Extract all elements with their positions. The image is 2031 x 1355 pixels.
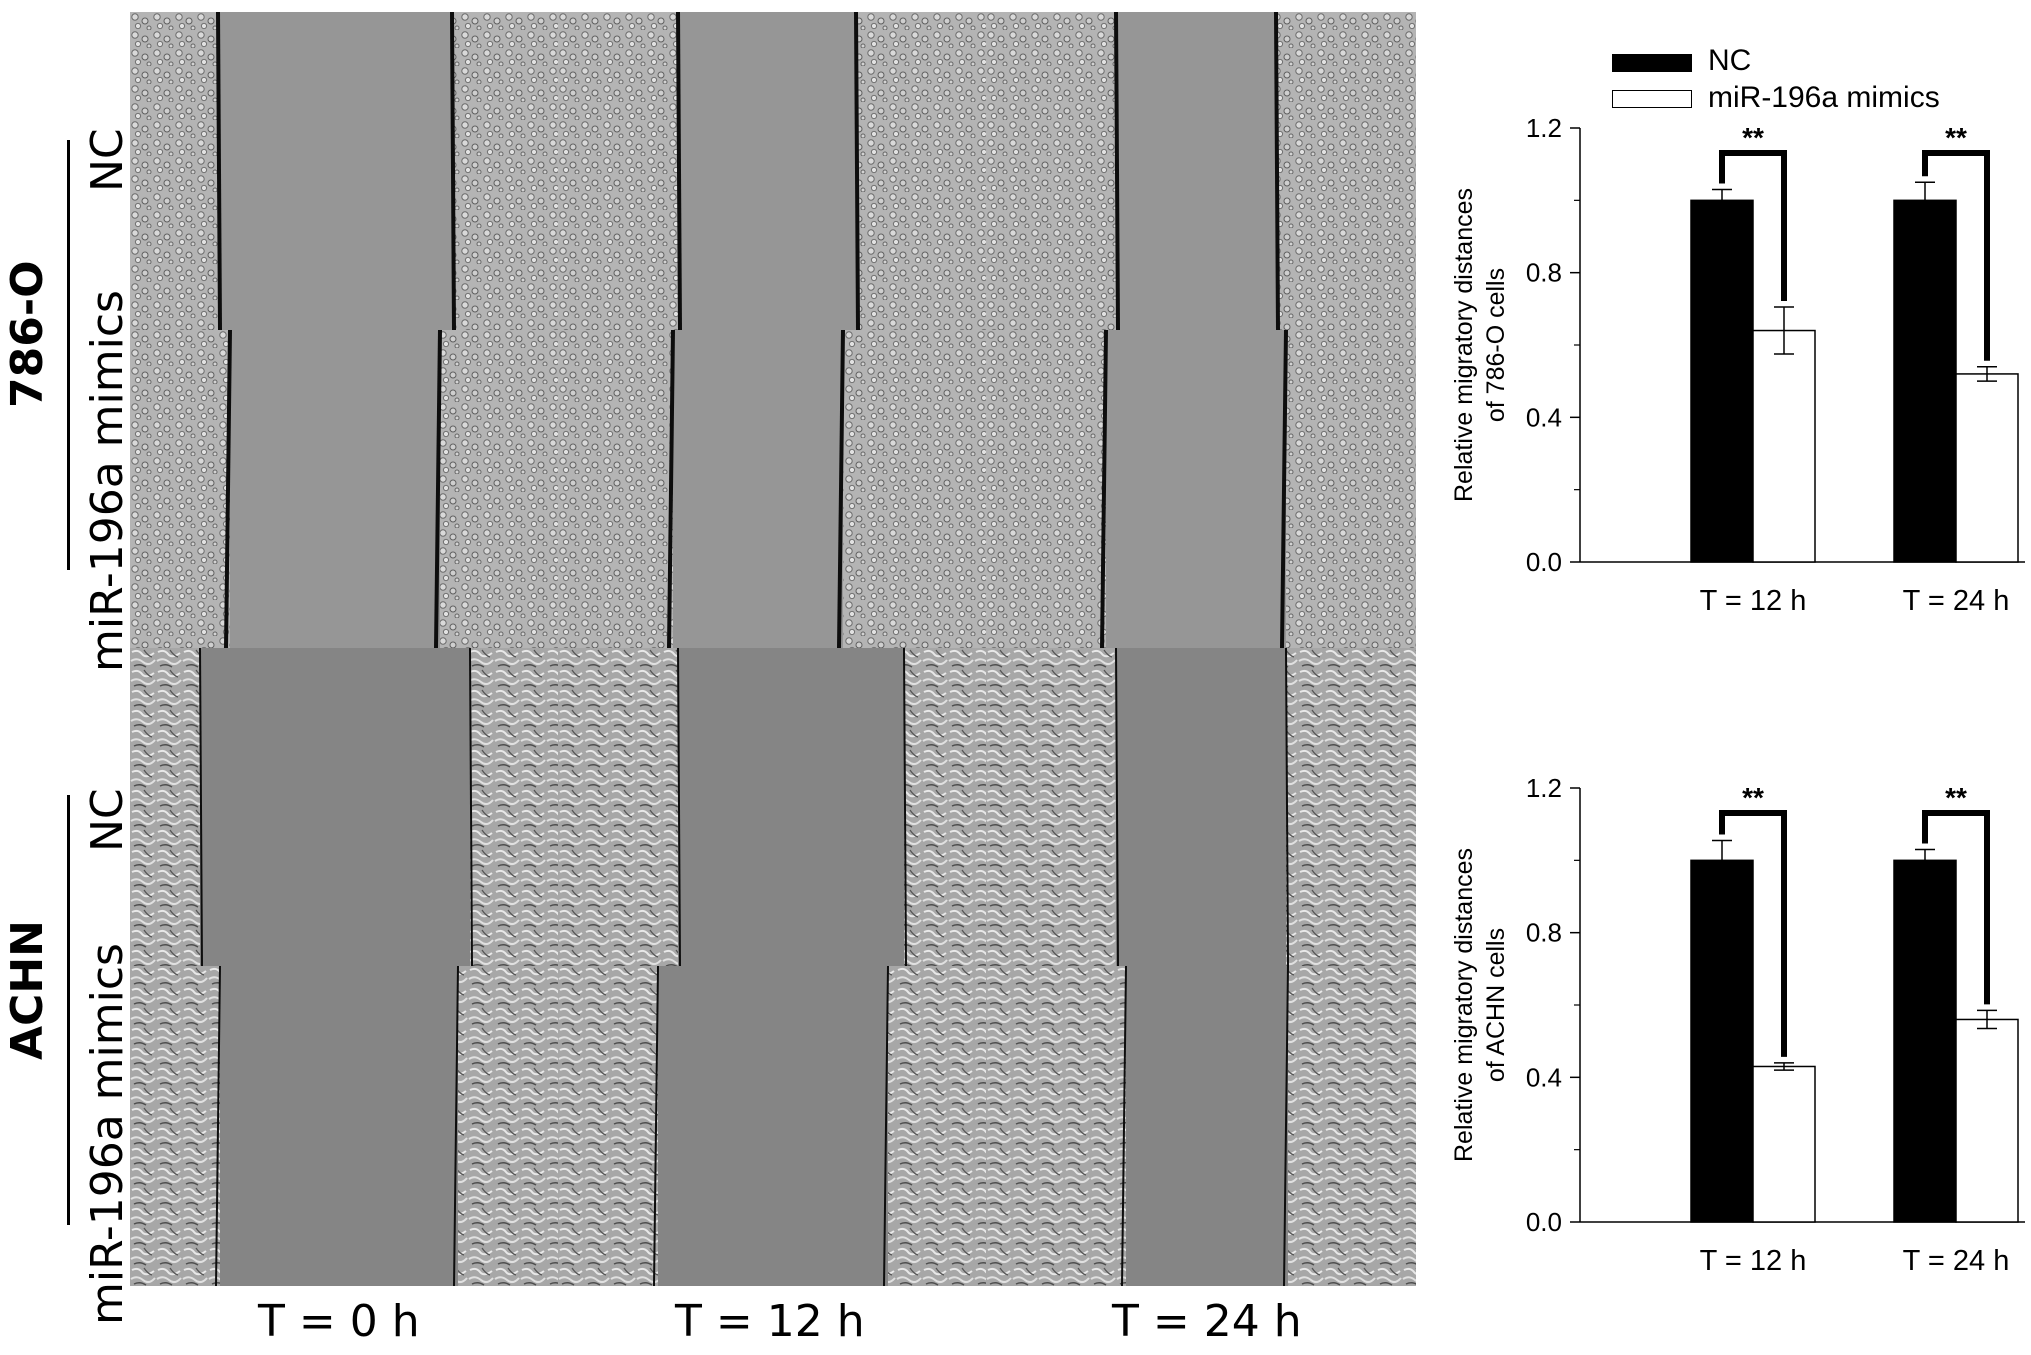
y-tick-label: 0.0 [1526,1207,1562,1237]
legend-label-mimics: miR-196a mimics [1708,81,1940,114]
micrograph-tile [130,12,558,330]
y-axis-label: of ACHN cells [1482,928,1510,1082]
legend: NC miR-196a mimics [1612,44,2031,124]
cell-line-label-786o: 786-O [2,260,53,408]
micrograph-grid [130,12,1416,1286]
legend-label-nc: NC [1708,44,1752,77]
bar [1752,329,1816,563]
x-tick-label: T = 12 h [1700,585,1807,617]
time-label-0h: T = 0 h [258,1296,420,1347]
y-tick-label: 0.4 [1526,402,1562,432]
row-label-divider-achn [67,795,70,1225]
y-tick-label: 0.0 [1526,547,1562,577]
y-tick-label: 1.2 [1526,773,1562,803]
bar [1893,199,1957,563]
y-axis-label: of 786-O cells [1482,268,1510,422]
bar-chart-786o: 0.0 0.4 0.8 1.2 Relative migratory distances… [1450,113,2025,617]
bar [1955,1018,2019,1223]
bar [1752,1065,1816,1223]
micrograph-tile [130,648,558,966]
y-tick-label: 1.2 [1526,113,1562,143]
y-tick-label: 0.8 [1526,918,1562,948]
x-tick-label: T = 24 h [1903,1245,2010,1277]
y-axis-label: Relative migratory distances [1450,848,1478,1162]
bar-chart-achn: 0.0 0.4 0.8 1.2 Relative migratory distances… [1450,773,2025,1277]
micrograph-tile [986,330,1416,648]
significance-bracket [1719,150,1787,302]
micrograph-tile [986,966,1416,1286]
significance-label: ** [1945,782,1967,813]
bar [1690,199,1754,563]
cell-line-label-achn: ACHN [2,920,53,1060]
legend-swatch-nc [1612,54,1692,72]
row-label-achn-mimics: miR-196a mimics [82,943,133,1325]
bar [1690,859,1754,1223]
time-label-12h: T = 12 h [675,1296,865,1347]
row-label-achn-nc: NC [82,788,133,852]
y-axis-label: Relative migratory distances [1450,188,1478,502]
significance-label: ** [1742,782,1764,813]
row-label-786o-mimics: miR-196a mimics [82,290,133,672]
significance-bracket [1719,810,1787,1057]
significance-bracket [1922,150,1990,361]
y-tick-label: 0.8 [1526,258,1562,288]
time-label-24h: T = 24 h [1112,1296,1302,1347]
significance-bracket [1922,810,1990,1005]
x-tick-label: T = 12 h [1700,1245,1807,1277]
bar [1955,373,2019,563]
legend-swatch-mimics [1612,90,1692,108]
micrograph-tile [986,648,1416,966]
significance-label: ** [1945,122,1967,153]
micrograph-tile [558,330,986,648]
micrograph-tile [558,12,986,330]
micrograph-tile [558,648,986,966]
row-label-786o-nc: NC [82,128,133,192]
micrograph-tile [130,966,558,1286]
micrograph-tile [130,330,558,648]
row-label-divider-786o [67,140,70,570]
significance-label: ** [1742,122,1764,153]
micrograph-tile [558,966,986,1286]
micrograph-tile [986,12,1416,330]
bar [1893,859,1957,1223]
y-tick-label: 0.4 [1526,1062,1562,1092]
x-tick-label: T = 24 h [1903,585,2010,617]
